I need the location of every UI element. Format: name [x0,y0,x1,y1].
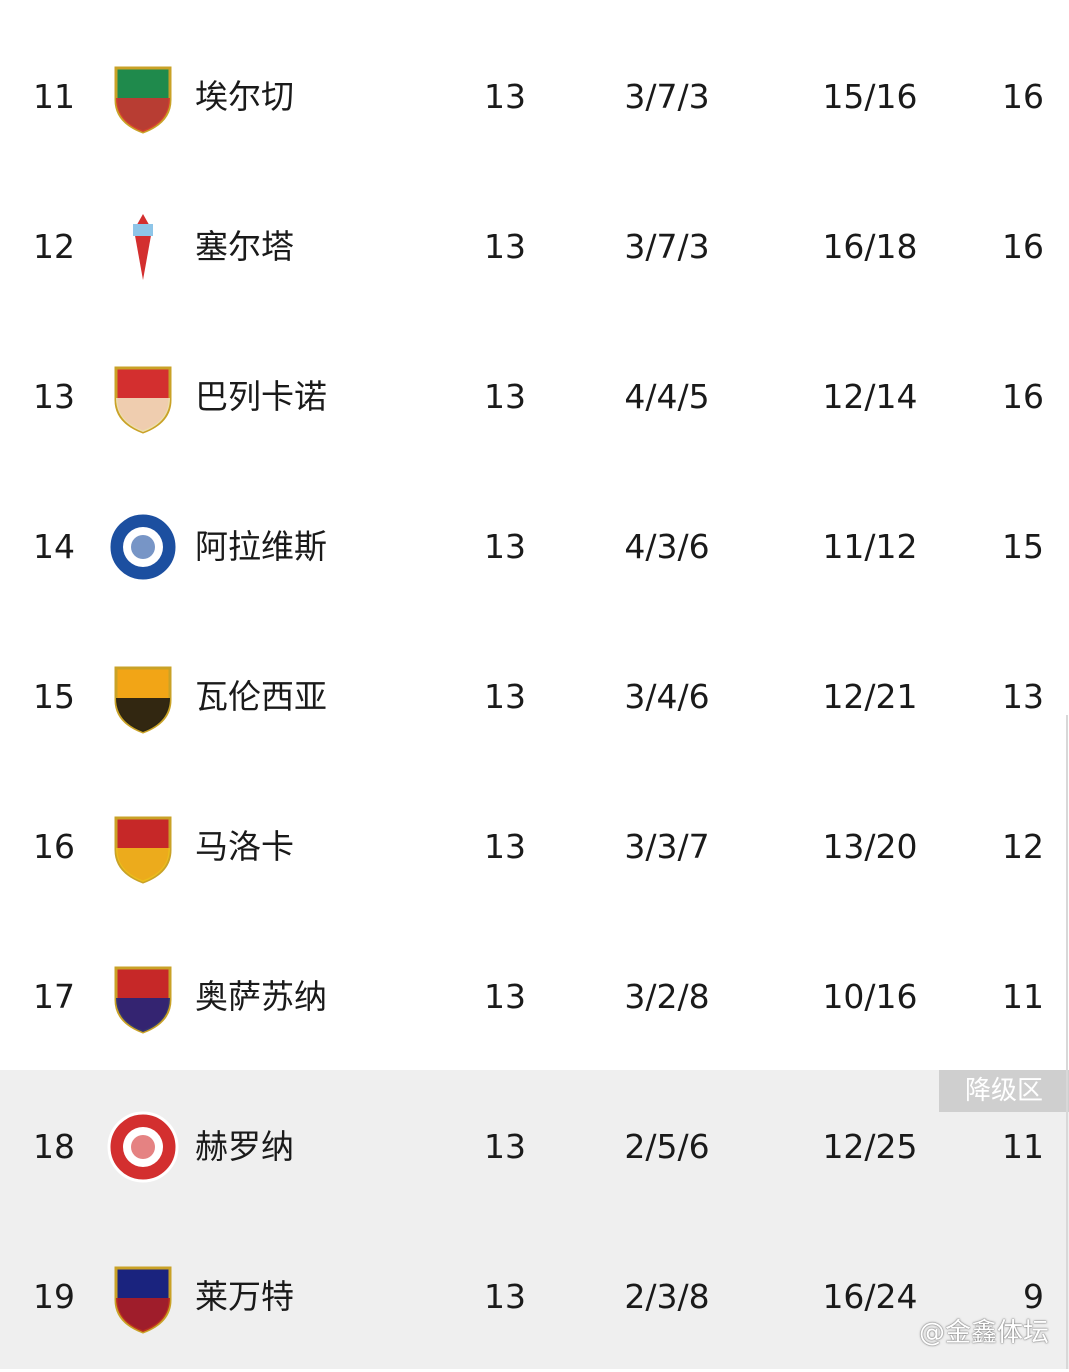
points: 16 [1002,227,1044,266]
goals-for-against: 12/25 [822,1127,918,1166]
win-draw-loss: 3/3/7 [624,827,710,866]
watermark: @金鑫体坛 [918,1318,1049,1348]
team-name[interactable]: 阿拉维斯 [195,527,327,566]
goals-for-against: 12/14 [822,377,918,416]
rank: 13 [33,377,75,416]
team-name[interactable]: 马洛卡 [195,827,294,866]
rank: 19 [33,1277,75,1316]
alaves-crest-icon [107,511,179,583]
points: 12 [1002,827,1044,866]
team-name[interactable]: 莱万特 [195,1277,294,1316]
table-row[interactable]: 16 马洛卡 13 3/3/7 13/20 12 [0,772,1069,922]
matches-played: 13 [484,977,526,1016]
goals-for-against: 12/21 [822,677,918,716]
team-name[interactable]: 赫罗纳 [195,1127,294,1166]
table-row[interactable]: 13 巴列卡诺 13 4/4/5 12/14 16 [0,322,1069,472]
goals-for-against: 15/16 [822,77,918,116]
table-row[interactable]: 14 阿拉维斯 13 4/3/6 11/12 15 [0,472,1069,622]
team-name[interactable]: 塞尔塔 [195,227,294,266]
relegation-zone-background [0,1070,1069,1369]
goals-for-against: 10/16 [822,977,918,1016]
team-name[interactable]: 埃尔切 [195,77,294,116]
girona-crest-icon [107,1111,179,1183]
goals-for-against: 16/24 [822,1277,918,1316]
win-draw-loss: 3/7/3 [624,227,710,266]
rank: 15 [33,677,75,716]
win-draw-loss: 2/5/6 [624,1127,710,1166]
points: 9 [1023,1277,1044,1316]
matches-played: 13 [484,1127,526,1166]
matches-played: 13 [484,527,526,566]
team-name[interactable]: 巴列卡诺 [195,377,327,416]
points: 16 [1002,377,1044,416]
rank: 11 [33,77,75,116]
table-row[interactable]: 15 瓦伦西亚 13 3/4/6 12/21 13 [0,622,1069,772]
relegation-zone-label: 降级区 [939,1070,1069,1112]
celta-crest-icon [133,214,153,280]
matches-played: 13 [484,677,526,716]
goals-for-against: 13/20 [822,827,918,866]
goals-for-against: 16/18 [822,227,918,266]
rank: 14 [33,527,75,566]
matches-played: 13 [484,227,526,266]
levante-crest-icon [114,1266,172,1334]
points: 16 [1002,77,1044,116]
win-draw-loss: 3/2/8 [624,977,710,1016]
table-row[interactable]: 18 赫罗纳 13 2/5/6 12/25 11 [0,1072,1069,1222]
table-row[interactable]: 17 奥萨苏纳 13 3/2/8 10/16 11 [0,922,1069,1072]
rayo-crest-icon [114,366,172,434]
table-row[interactable]: 12 塞尔塔 13 3/7/3 16/18 16 [0,172,1069,322]
points: 11 [1002,1127,1044,1166]
matches-played: 13 [484,1277,526,1316]
rank: 16 [33,827,75,866]
matches-played: 13 [484,77,526,116]
points: 13 [1002,677,1044,716]
matches-played: 13 [484,827,526,866]
matches-played: 13 [484,377,526,416]
osasuna-crest-icon [114,966,172,1034]
win-draw-loss: 3/4/6 [624,677,710,716]
scrollbar[interactable] [1066,715,1068,1369]
team-name[interactable]: 瓦伦西亚 [195,677,327,716]
rank: 17 [33,977,75,1016]
rank: 18 [33,1127,75,1166]
elche-crest-icon [114,66,172,134]
team-name[interactable]: 奥萨苏纳 [195,977,327,1016]
points: 11 [1002,977,1044,1016]
win-draw-loss: 2/3/8 [624,1277,710,1316]
table-row[interactable]: 11 埃尔切 13 3/7/3 15/16 16 [0,22,1069,172]
valencia-crest-icon [114,666,172,734]
rank: 12 [33,227,75,266]
table-row[interactable]: 19 莱万特 13 2/3/8 16/24 9 [0,1222,1069,1372]
mallorca-crest-icon [114,816,172,884]
win-draw-loss: 4/4/5 [624,377,710,416]
win-draw-loss: 3/7/3 [624,77,710,116]
goals-for-against: 11/12 [822,527,918,566]
win-draw-loss: 4/3/6 [624,527,710,566]
points: 15 [1002,527,1044,566]
